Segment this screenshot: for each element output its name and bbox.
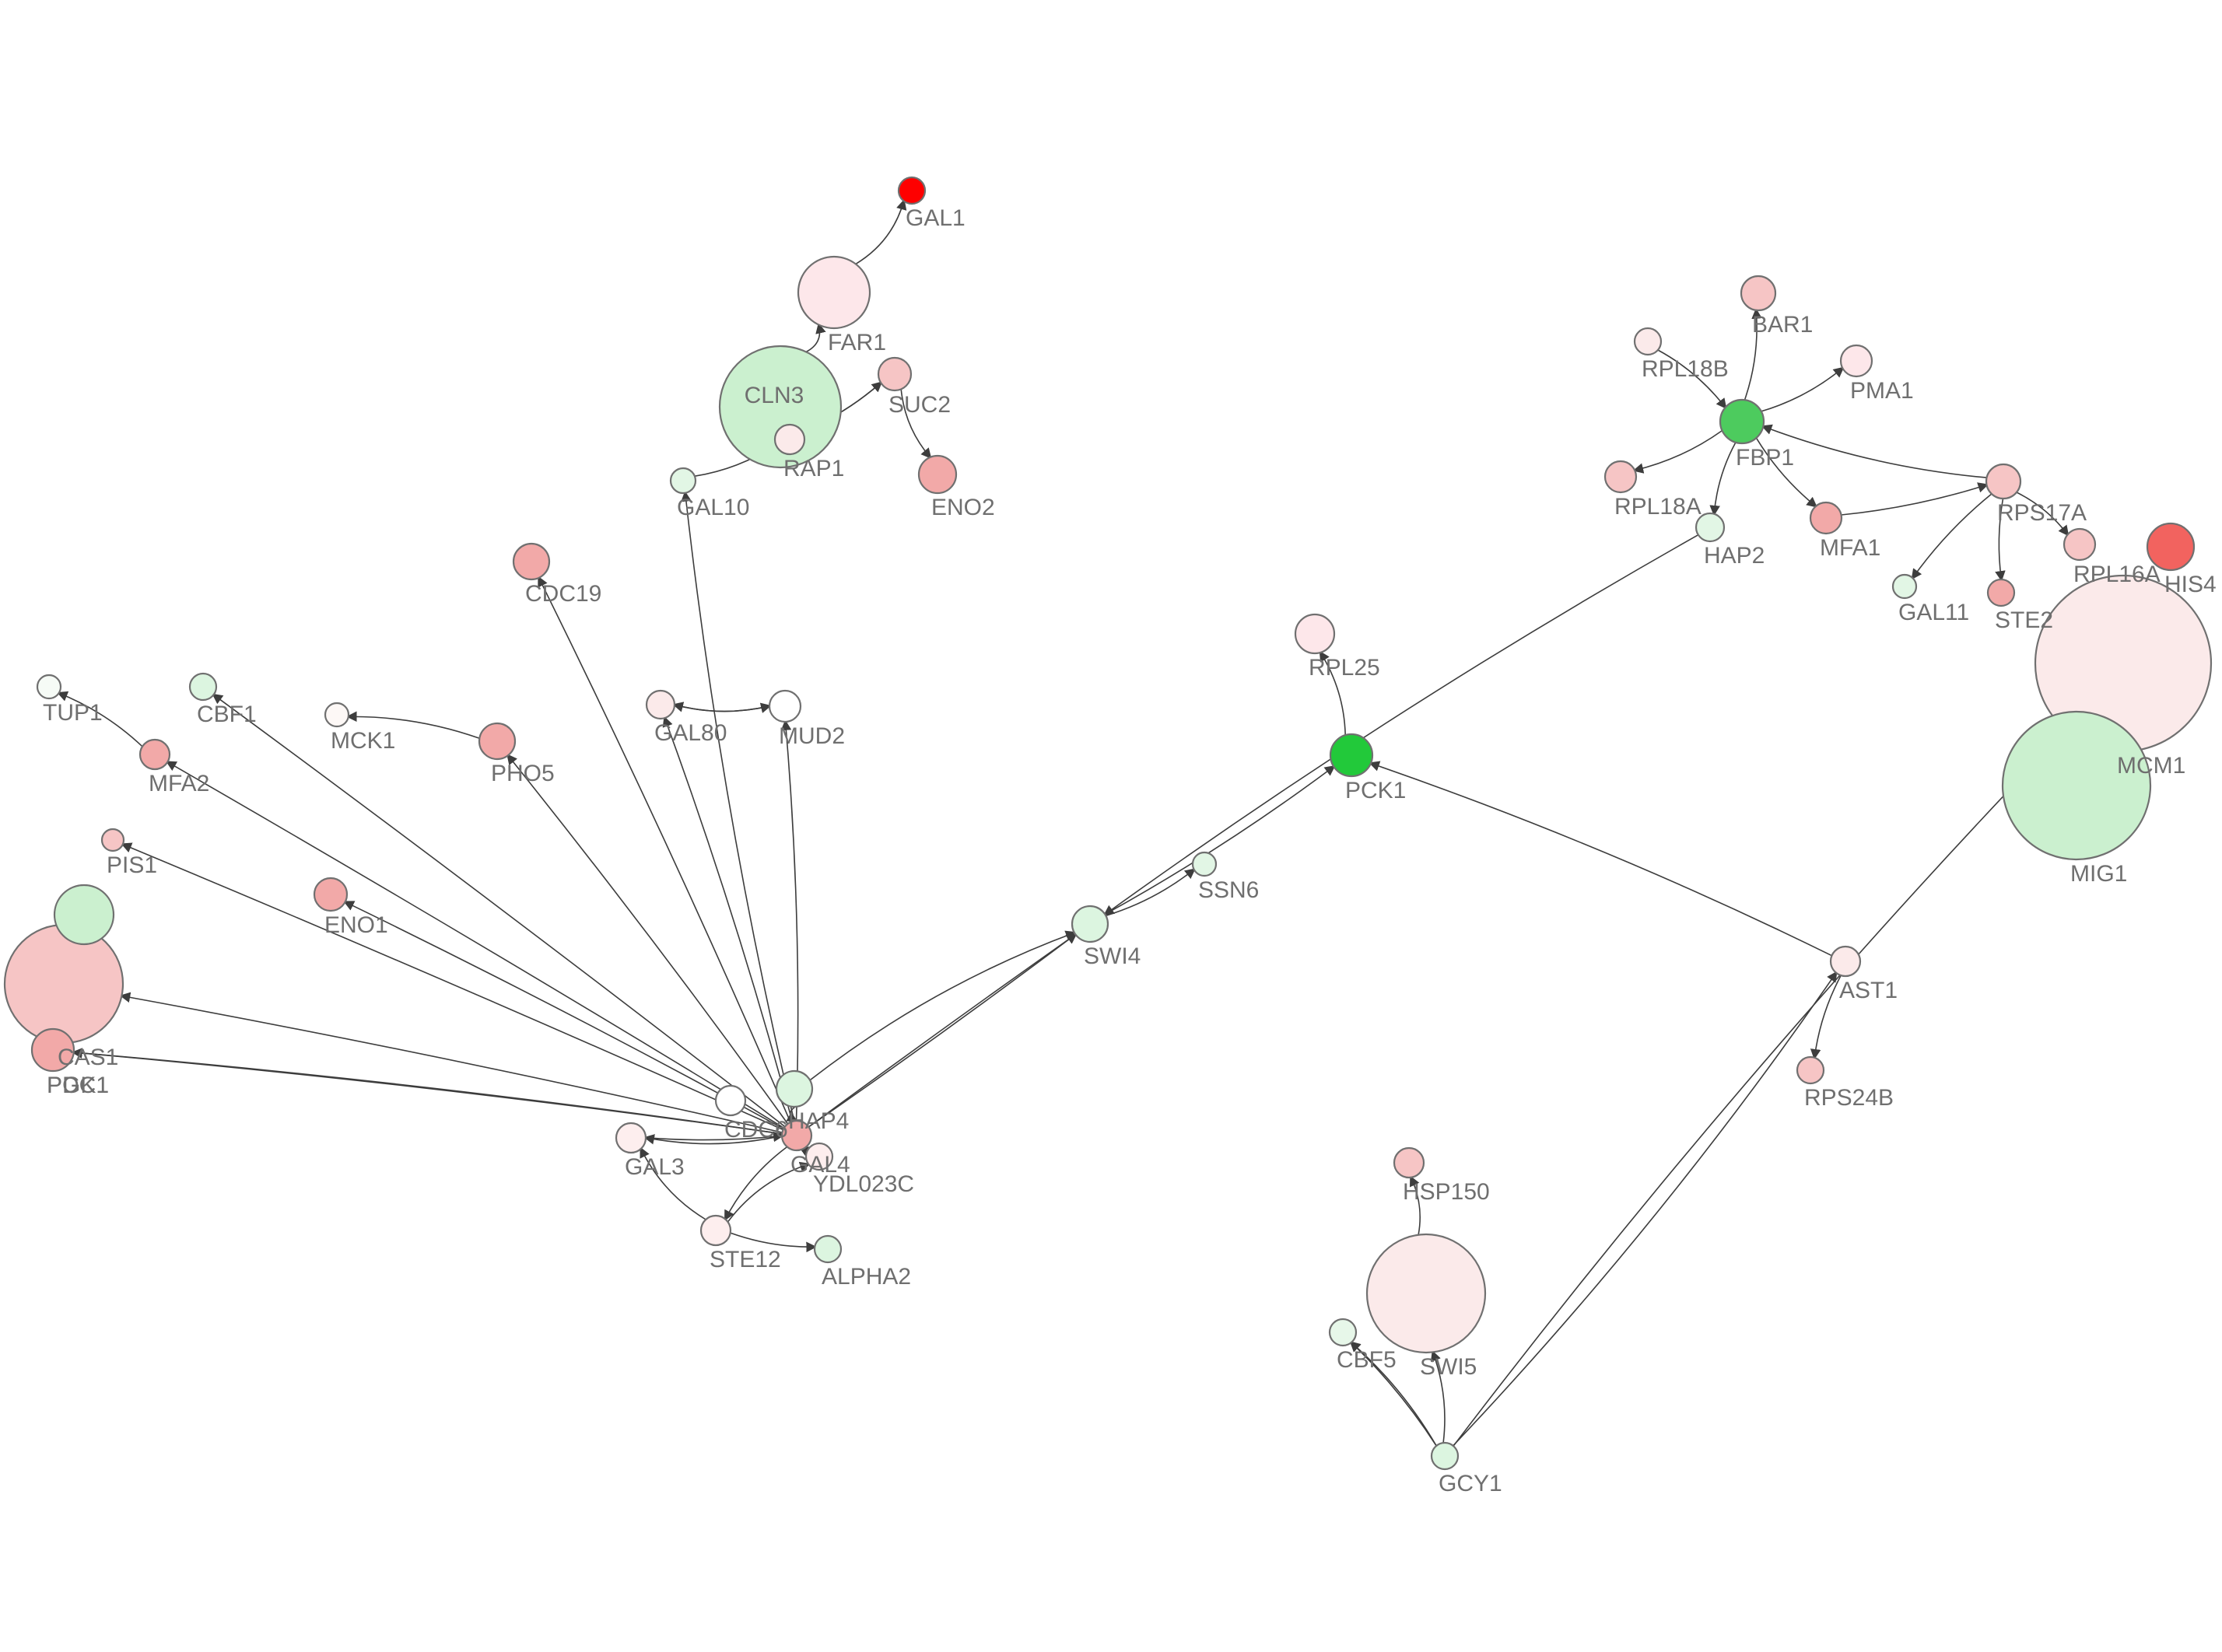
svg-text:RPS17A: RPS17A [1997, 500, 2087, 526]
svg-text:RPL16A: RPL16A [2073, 562, 2161, 587]
svg-text:MCK1: MCK1 [331, 728, 395, 754]
svg-text:YDL023C: YDL023C [813, 1171, 914, 1197]
svg-text:PHO5: PHO5 [491, 761, 555, 786]
svg-text:RPL25: RPL25 [1309, 655, 1380, 681]
svg-text:CDC6: CDC6 [724, 1117, 788, 1143]
svg-text:FBP1: FBP1 [1736, 445, 1794, 471]
svg-text:PGK1: PGK1 [47, 1073, 109, 1098]
svg-text:RPL18B: RPL18B [1642, 356, 1729, 382]
svg-text:RPS24B: RPS24B [1804, 1085, 1894, 1111]
svg-text:HAP4: HAP4 [788, 1108, 849, 1134]
svg-text:GAL10: GAL10 [677, 495, 749, 520]
svg-text:RPL18A: RPL18A [1614, 494, 1702, 520]
svg-text:STE12: STE12 [710, 1247, 781, 1272]
svg-text:GAL1: GAL1 [906, 205, 966, 231]
svg-text:STE2: STE2 [1995, 607, 2053, 633]
svg-text:PCK1: PCK1 [1345, 778, 1406, 803]
svg-text:SWI5: SWI5 [1420, 1354, 1477, 1380]
svg-text:GCY1: GCY1 [1439, 1471, 1502, 1496]
svg-text:AST1: AST1 [1839, 978, 1898, 1003]
svg-text:FAR1: FAR1 [828, 330, 886, 355]
svg-text:HAP2: HAP2 [1704, 543, 1765, 569]
svg-text:HIS4: HIS4 [2164, 572, 2217, 597]
svg-text:GAL3: GAL3 [625, 1154, 685, 1180]
svg-text:ENO2: ENO2 [931, 495, 995, 520]
svg-text:MCM1: MCM1 [2117, 753, 2185, 779]
svg-text:ALPHA2: ALPHA2 [822, 1264, 911, 1290]
svg-text:TUP1: TUP1 [43, 700, 103, 726]
svg-text:SWI4: SWI4 [1084, 943, 1141, 969]
svg-text:CBF1: CBF1 [197, 702, 257, 727]
svg-text:CLN3: CLN3 [745, 383, 804, 408]
svg-text:MUD2: MUD2 [779, 723, 845, 749]
svg-text:PMA1: PMA1 [1850, 378, 1914, 404]
svg-text:SSN6: SSN6 [1198, 877, 1259, 903]
svg-text:ENO1: ENO1 [324, 912, 388, 938]
svg-text:MFA1: MFA1 [1820, 535, 1880, 561]
svg-text:MIG1: MIG1 [2070, 861, 2127, 887]
svg-text:HSP150: HSP150 [1403, 1179, 1490, 1205]
svg-text:SUC2: SUC2 [888, 392, 951, 418]
svg-text:CDC19: CDC19 [525, 581, 601, 607]
svg-text:PIS1: PIS1 [107, 852, 157, 878]
svg-text:CBF5: CBF5 [1337, 1347, 1397, 1373]
svg-text:RAP1: RAP1 [783, 456, 844, 481]
svg-text:CAS1: CAS1 [58, 1045, 118, 1070]
svg-text:MFA2: MFA2 [149, 771, 209, 796]
svg-text:GAL11: GAL11 [1898, 600, 1969, 625]
svg-text:GAL80: GAL80 [654, 720, 727, 746]
svg-text:BAR1: BAR1 [1752, 312, 1813, 338]
